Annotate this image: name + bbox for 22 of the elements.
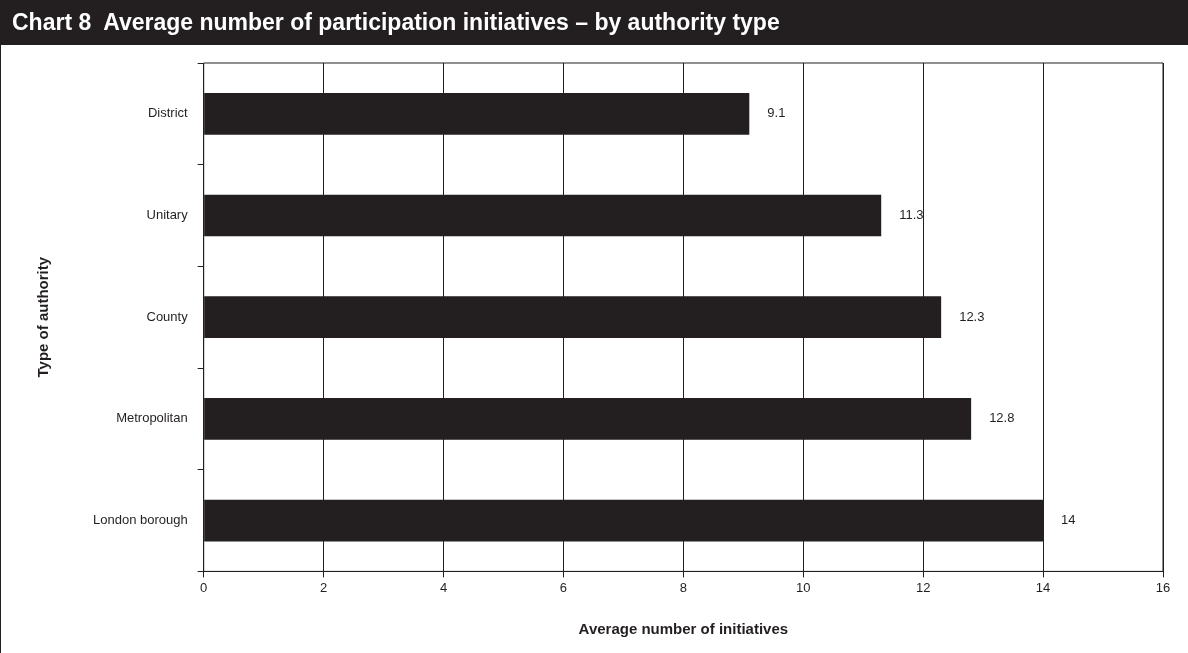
data-label: 9.1 [767, 105, 786, 121]
data-label: 12.3 [959, 308, 985, 324]
x-tick-label: 16 [1155, 579, 1171, 595]
x-tick-label: 10 [796, 579, 811, 595]
x-tick-label: 6 [559, 579, 568, 595]
chart-title: Chart 8 Average number of participation initiatives – by authority type [0, 0, 1188, 45]
x-tick-label: 14 [1035, 579, 1051, 595]
x-tick-label: 2 [320, 579, 328, 595]
y-tick-label: District [147, 105, 189, 121]
x-tick-label: 4 [439, 579, 448, 595]
y-tick-label: Metropolitan [116, 410, 188, 426]
data-label: 12.8 [989, 410, 1015, 426]
x-tick-label: 0 [200, 579, 208, 595]
x-tick-label: 12 [915, 579, 931, 595]
data-label: 11.3 [899, 207, 924, 223]
y-axis-title: Type of authority [34, 256, 52, 378]
y-tick-label: County [146, 308, 189, 324]
y-tick-label: Unitary [146, 207, 189, 223]
y-tick-label: London borough [93, 512, 188, 528]
data-label: 14 [1061, 512, 1076, 528]
x-axis-title: Average number of initiatives [578, 620, 789, 638]
x-tick-label: 8 [679, 579, 687, 595]
